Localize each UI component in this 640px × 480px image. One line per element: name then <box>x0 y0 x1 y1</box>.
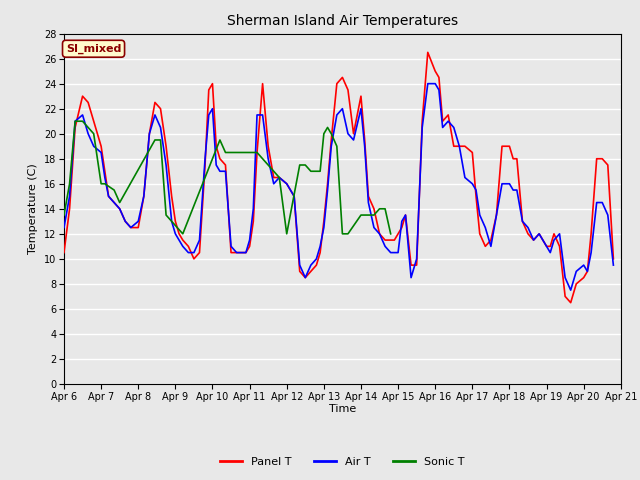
Sonic T <box>361 212 369 218</box>
Panel T <box>122 218 129 224</box>
Sonic T <box>264 162 272 168</box>
Line: Panel T: Panel T <box>64 52 613 303</box>
Panel T <box>157 106 164 111</box>
Air T <box>122 218 129 224</box>
Sonic T <box>328 131 335 137</box>
Sonic T <box>333 144 340 149</box>
Air T <box>157 125 164 131</box>
Sonic T <box>90 131 97 137</box>
Sonic T <box>97 181 105 187</box>
Sonic T <box>307 168 315 174</box>
Panel T <box>547 243 554 249</box>
Legend: Panel T, Air T, Sonic T: Panel T, Air T, Sonic T <box>216 453 469 471</box>
Sonic T <box>283 231 291 237</box>
Sonic T <box>259 156 266 162</box>
Sonic T <box>84 125 92 131</box>
Air T <box>535 231 543 237</box>
Sonic T <box>79 119 86 124</box>
Sonic T <box>365 212 372 218</box>
Sonic T <box>116 200 124 205</box>
Sonic T <box>324 125 332 131</box>
Sonic T <box>339 231 346 237</box>
Sonic T <box>179 231 187 237</box>
Line: Air T: Air T <box>64 84 613 290</box>
Line: Sonic T: Sonic T <box>64 121 390 234</box>
Text: SI_mixed: SI_mixed <box>66 44 121 54</box>
Sonic T <box>270 168 278 174</box>
Sonic T <box>275 175 283 180</box>
Sonic T <box>66 181 74 187</box>
Sonic T <box>316 168 324 174</box>
Sonic T <box>320 131 328 137</box>
Title: Sherman Island Air Temperatures: Sherman Island Air Temperatures <box>227 14 458 28</box>
Panel T <box>424 49 431 55</box>
Air T <box>60 225 68 230</box>
Sonic T <box>344 231 352 237</box>
Panel T <box>567 300 575 306</box>
Y-axis label: Temperature (C): Temperature (C) <box>28 163 38 254</box>
Sonic T <box>168 218 175 224</box>
Sonic T <box>71 119 79 124</box>
Sonic T <box>376 206 383 212</box>
Air T <box>424 81 431 86</box>
Sonic T <box>357 212 365 218</box>
Sonic T <box>221 150 229 156</box>
X-axis label: Time: Time <box>329 405 356 414</box>
Sonic T <box>253 150 261 156</box>
Panel T <box>316 250 324 255</box>
Sonic T <box>151 137 159 143</box>
Sonic T <box>60 212 68 218</box>
Panel T <box>609 256 617 262</box>
Sonic T <box>162 212 170 218</box>
Air T <box>498 181 506 187</box>
Air T <box>316 243 324 249</box>
Sonic T <box>301 162 309 168</box>
Panel T <box>535 231 543 237</box>
Air T <box>609 262 617 268</box>
Sonic T <box>101 181 109 187</box>
Air T <box>567 287 575 293</box>
Sonic T <box>216 137 224 143</box>
Air T <box>547 250 554 255</box>
Panel T <box>498 144 506 149</box>
Sonic T <box>157 137 164 143</box>
Panel T <box>60 250 68 255</box>
Sonic T <box>296 162 303 168</box>
Sonic T <box>381 206 389 212</box>
Sonic T <box>370 212 378 218</box>
Sonic T <box>110 187 118 193</box>
Sonic T <box>387 231 394 237</box>
Sonic T <box>312 168 320 174</box>
